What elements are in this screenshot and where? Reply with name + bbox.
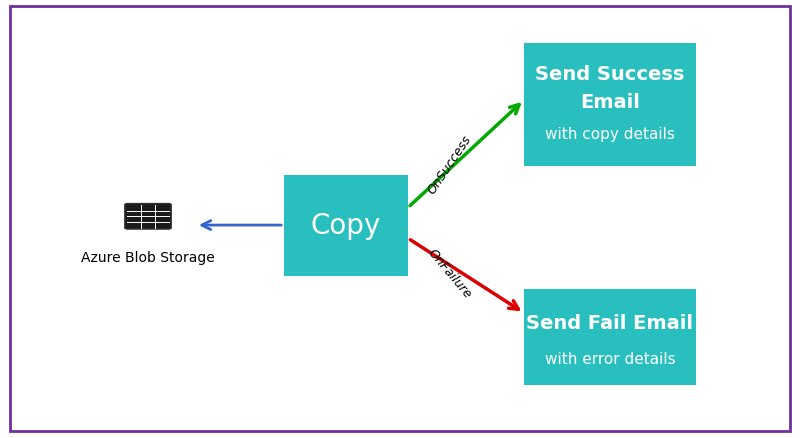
FancyBboxPatch shape	[284, 175, 408, 276]
FancyBboxPatch shape	[524, 44, 696, 166]
Text: Email: Email	[580, 93, 640, 112]
Text: Send Success: Send Success	[535, 65, 685, 84]
FancyBboxPatch shape	[524, 289, 696, 385]
Text: with copy details: with copy details	[545, 127, 675, 142]
Text: Copy: Copy	[311, 212, 381, 240]
Text: with error details: with error details	[545, 351, 675, 366]
FancyBboxPatch shape	[125, 204, 171, 230]
Text: OnFailure: OnFailure	[426, 247, 474, 301]
Text: Send Fail Email: Send Fail Email	[526, 313, 694, 332]
Text: OnSuccess: OnSuccess	[425, 133, 474, 196]
Text: Azure Blob Storage: Azure Blob Storage	[81, 250, 215, 264]
